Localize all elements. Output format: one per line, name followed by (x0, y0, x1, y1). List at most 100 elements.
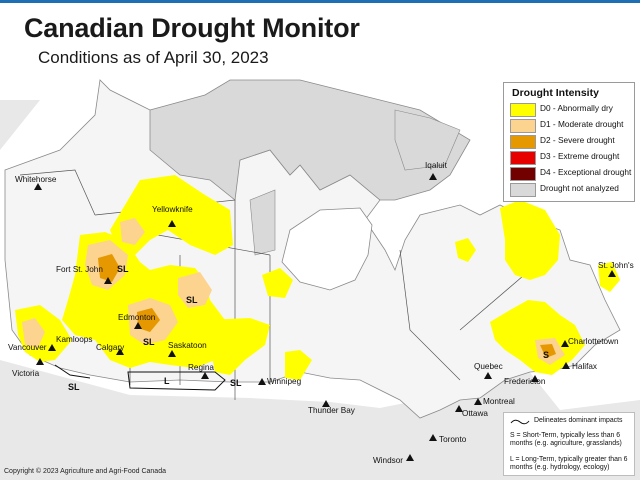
svg-text:Victoria: Victoria (12, 369, 40, 378)
header-rule (0, 0, 640, 3)
legend-swatch-d0 (510, 103, 536, 117)
svg-text:Edmonton: Edmonton (118, 313, 156, 322)
svg-text:Vancouver: Vancouver (8, 343, 47, 352)
city-quebec: Quebec (474, 362, 503, 379)
svg-text:Saskatoon: Saskatoon (168, 341, 207, 350)
svg-text:St. John's: St. John's (598, 261, 634, 270)
legend-swatch-d1 (510, 119, 536, 133)
short-term-note: S = Short-Term, typically less than 6 mo… (510, 432, 622, 447)
svg-text:Kamloops: Kamloops (56, 335, 92, 344)
svg-text:Winnipeg: Winnipeg (267, 377, 302, 386)
d2-edmonton-area (137, 308, 160, 332)
svg-text:Regina: Regina (188, 363, 214, 372)
impact-labels: SL SL SL SL SL L S (68, 264, 549, 392)
svg-text:Toronto: Toronto (439, 435, 467, 444)
svg-text:Montreal: Montreal (483, 397, 515, 406)
d1-nwt-area (120, 218, 145, 245)
svg-text:Yellowknife: Yellowknife (152, 205, 193, 214)
d0-nw-ontario-area (285, 350, 312, 380)
legend-item-d2: D2 - Severe drought (510, 135, 634, 149)
svg-text:Calgary: Calgary (96, 343, 125, 352)
kivalliq-not-analyzed (249, 189, 276, 256)
legend-label-d0: D0 - Abnormally dry (540, 103, 613, 113)
city-windsor: Windsor (373, 454, 414, 465)
svg-text:Fredericton: Fredericton (504, 377, 546, 386)
sl-label-bc-south: SL (68, 382, 80, 392)
impact-line-icon (510, 419, 530, 425)
impact-line-label: Delineates dominant impacts (534, 417, 623, 424)
city-ottawa: Ottawa (455, 405, 488, 418)
d0-manitoba-area (205, 318, 270, 375)
sl-label-alberta: SL (143, 337, 155, 347)
legend-item-d3: D3 - Extreme drought (510, 151, 634, 165)
city-edmonton: Edmonton (118, 313, 156, 329)
city-fort-st-john: Fort St. John (56, 265, 112, 284)
sl-label-manitoba: SL (230, 378, 242, 388)
map-subtitle: Conditions as of April 30, 2023 (38, 48, 269, 67)
legend-swatch-d2 (510, 135, 536, 149)
legend-label-d3: D3 - Extreme drought (540, 151, 620, 161)
svg-text:Windsor: Windsor (373, 456, 403, 465)
alaska-land (0, 100, 40, 150)
d1-moderate-drought-areas (22, 218, 565, 365)
impacts-legend: Delineates dominant impacts S = Short-Te… (503, 412, 635, 476)
city-halifax: Halifax (562, 362, 597, 371)
map-title: Canadian Drought Monitor (24, 13, 360, 43)
map-header: Canadian Drought Monitor Conditions as o… (0, 3, 640, 77)
svg-text:Thunder Bay: Thunder Bay (308, 406, 356, 415)
svg-text:Ottawa: Ottawa (462, 409, 488, 418)
d0-hudson-coast-area (262, 268, 293, 298)
sl-label-sask: SL (186, 295, 198, 305)
city-regina: Regina (188, 363, 214, 379)
sl-label-bc: SL (117, 264, 129, 274)
city-whitehorse: Whitehorse (15, 175, 57, 190)
legend-item-d4: D4 - Exceptional drought (510, 167, 634, 181)
legend-swatch-not-analyzed (510, 183, 536, 197)
svg-text:Charlottetown: Charlottetown (568, 337, 619, 346)
impact-boundaries (54, 364, 226, 391)
city-kamloops: Kamloops (48, 335, 92, 351)
s-label-maritimes: S (543, 350, 549, 360)
legend-item-d0: D0 - Abnormally dry (510, 103, 634, 117)
arctic-not-analyzed (149, 79, 471, 201)
city-st-johns: St. John's (598, 261, 634, 277)
city-calgary: Calgary (96, 343, 125, 355)
legend-swatch-d4 (510, 167, 536, 181)
svg-text:Whitehorse: Whitehorse (15, 175, 57, 184)
city-charlottetown: Charlottetown (561, 337, 619, 347)
city-vancouver: Vancouver (8, 343, 47, 365)
svg-text:Fort St. John: Fort St. John (56, 265, 103, 274)
city-fredericton: Fredericton (504, 375, 546, 386)
city-montreal: Montreal (474, 397, 515, 406)
city-markers: Whitehorse Yellowknife Iqaluit Fort St. … (8, 161, 634, 465)
legend-swatch-d3 (510, 151, 536, 165)
city-toronto: Toronto (429, 434, 467, 444)
city-iqaluit: Iqaluit (425, 161, 448, 180)
d0-labrador-west-area (455, 238, 476, 262)
hudson-bay (281, 207, 373, 291)
legend-label-d1: D1 - Moderate drought (540, 119, 624, 129)
legend-label-d2: D2 - Severe drought (540, 135, 615, 145)
city-winnipeg: Winnipeg (258, 377, 302, 386)
city-saskatoon: Saskatoon (168, 341, 207, 357)
svg-text:Iqaluit: Iqaluit (425, 161, 448, 170)
d2-maritimes-area (540, 344, 556, 358)
legend-item-d1: D1 - Moderate drought (510, 119, 634, 133)
d1-bc-coast-area (22, 318, 45, 348)
legend-label-d4: D4 - Exceptional drought (540, 167, 632, 177)
d2-peace-area (98, 254, 120, 282)
d2-severe-drought-areas (98, 254, 556, 358)
svg-text:Halifax: Halifax (572, 362, 597, 371)
svg-text:Quebec: Quebec (474, 362, 503, 371)
legend-title: Drought Intensity (512, 87, 599, 99)
l-label-prairies: L (164, 376, 170, 386)
long-term-note: L = Long-Term, typically greater than 6 … (510, 456, 628, 471)
drought-intensity-legend: Drought Intensity D0 - Abnormally dry D1… (503, 82, 635, 202)
d1-sask-north-area (178, 272, 212, 308)
copyright-text: Copyright © 2023 Agriculture and Agri-Fo… (4, 468, 166, 475)
baffin-not-analyzed (394, 109, 461, 171)
legend-label-not-analyzed: Drought not analyzed (540, 183, 619, 193)
d0-labrador-area (500, 200, 560, 280)
city-thunder-bay: Thunder Bay (308, 400, 356, 415)
city-victoria: Victoria (12, 369, 40, 378)
